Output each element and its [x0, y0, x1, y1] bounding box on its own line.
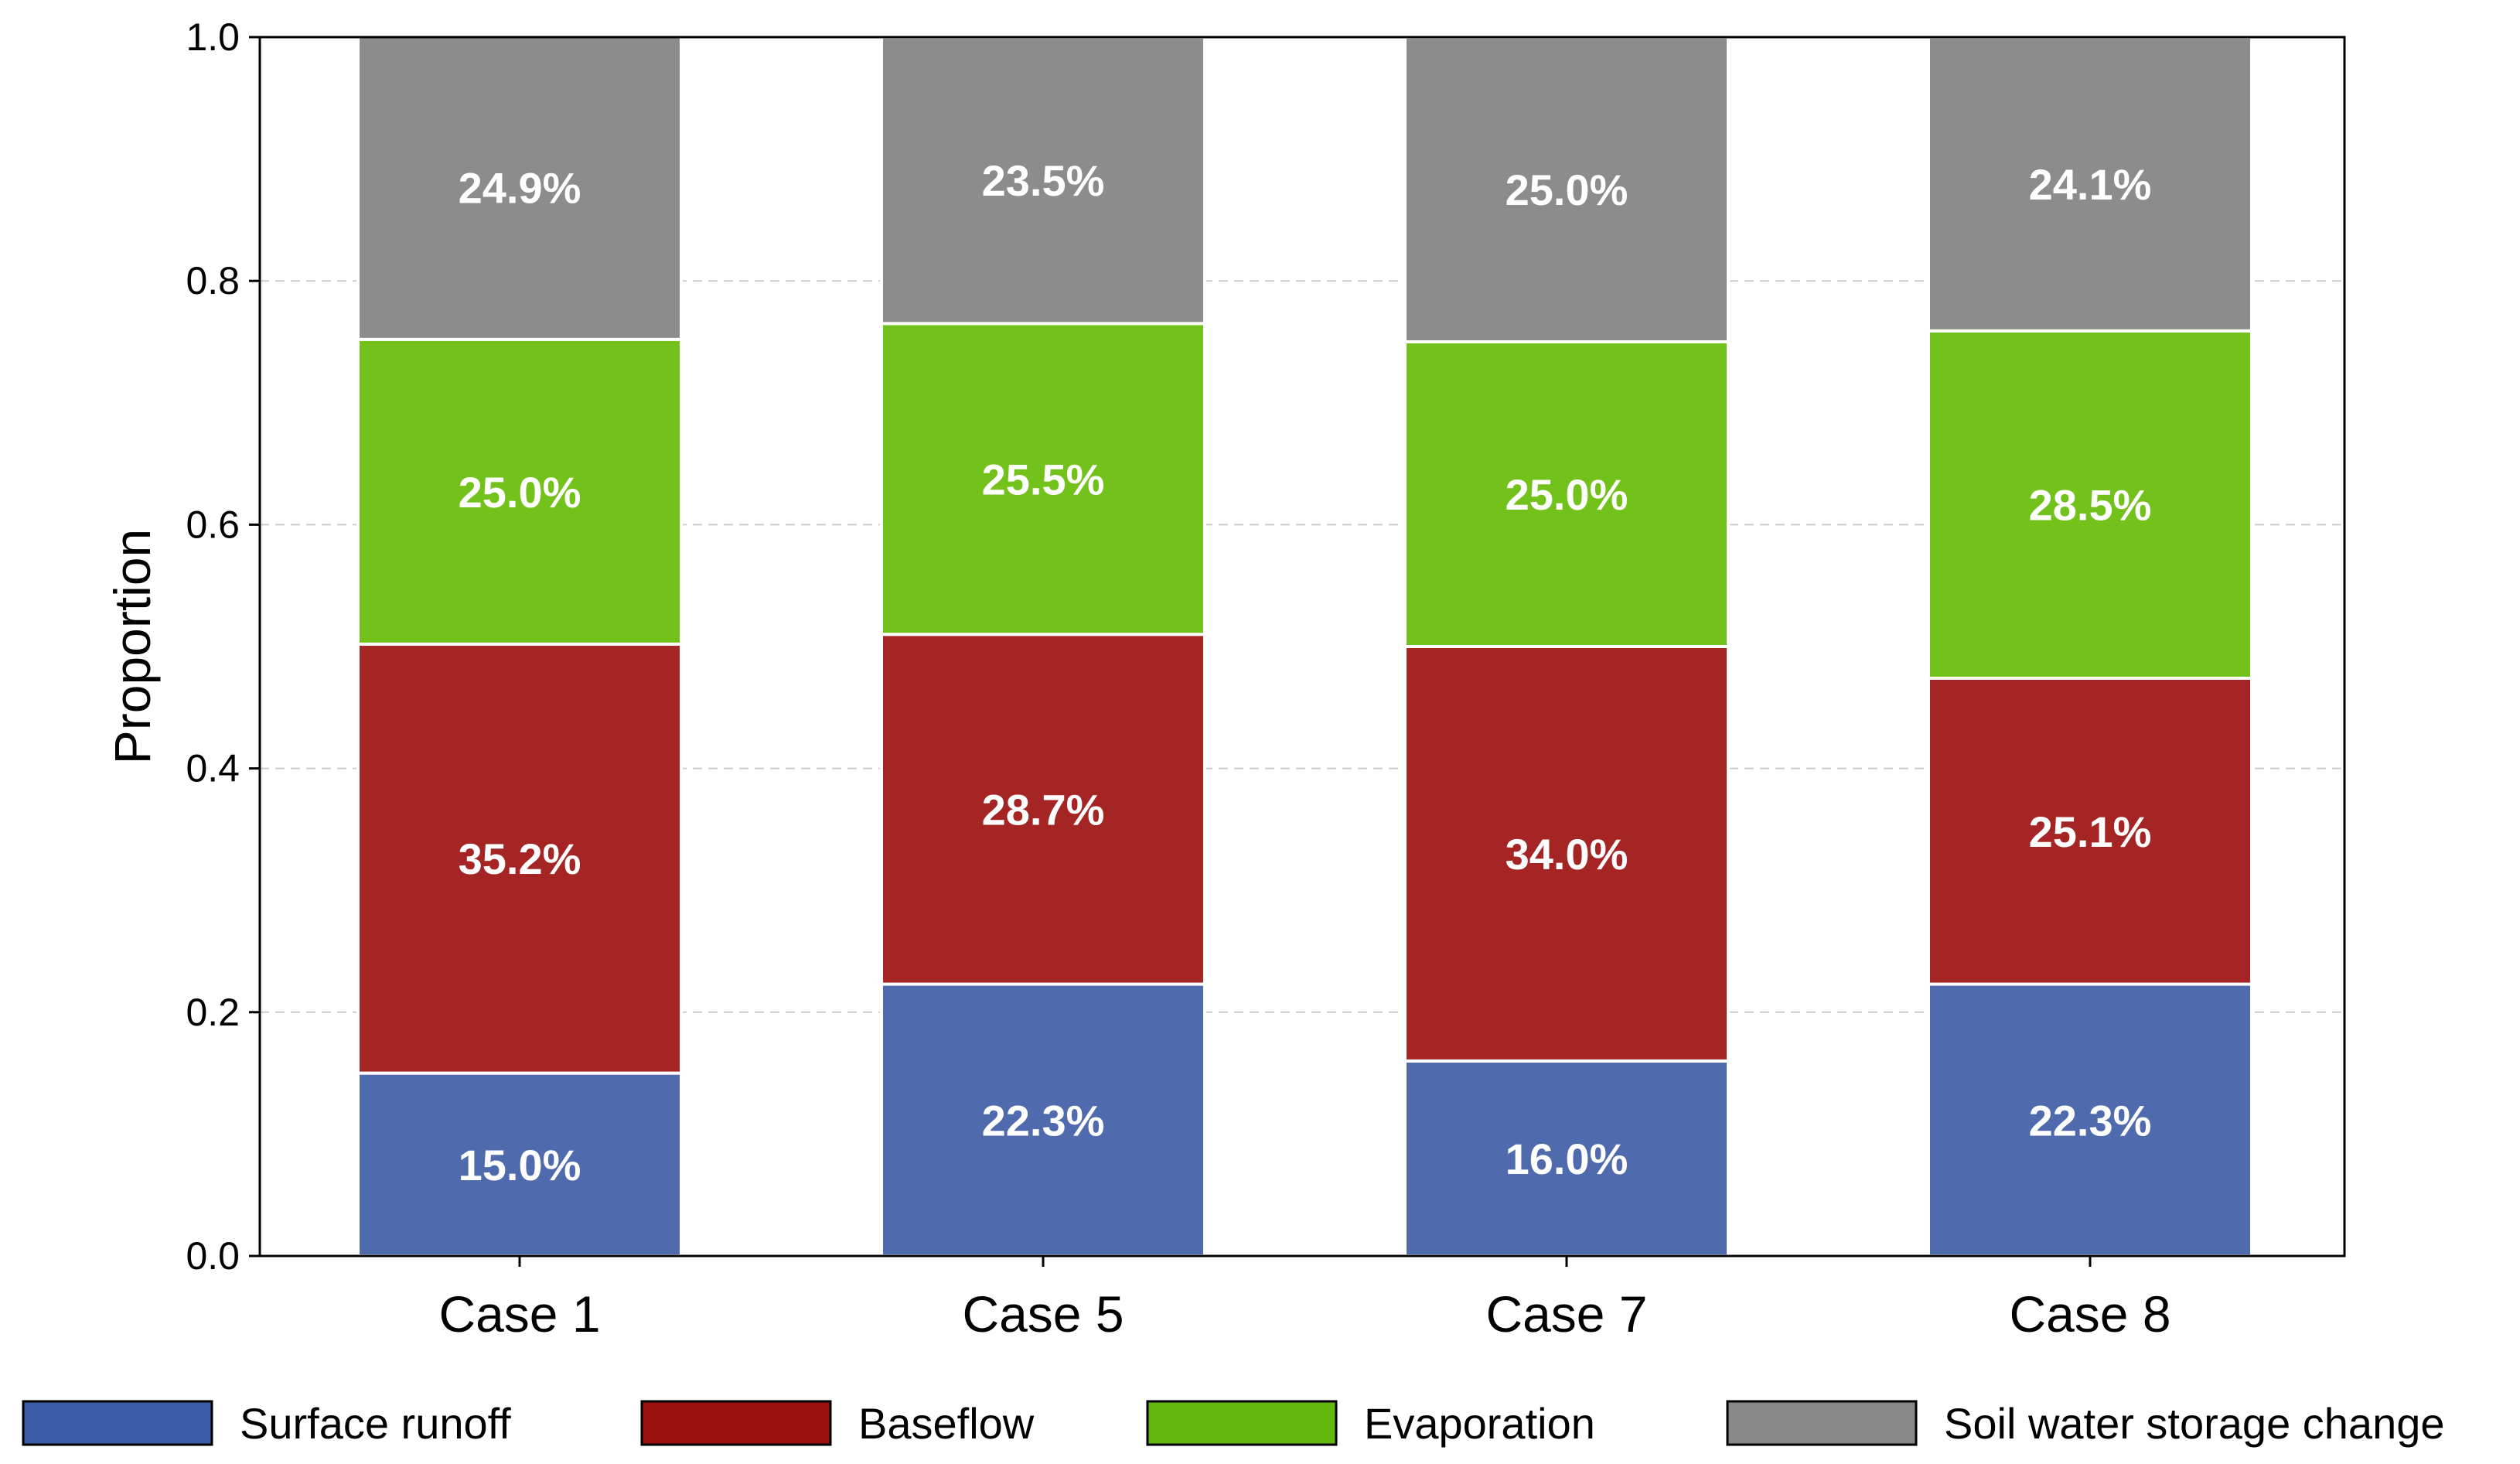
data-label: 25.0%	[1506, 470, 1628, 519]
data-label: 25.1%	[2029, 807, 2152, 856]
y-tick-label: 0.4	[186, 747, 240, 790]
data-label: 24.9%	[459, 164, 581, 213]
bars: 15.0% 35.2% 25.0% 24.9% 22.3% 28.7% 25.5% 23.5%…	[356, 34, 2253, 1258]
data-label: 15.0%	[459, 1141, 581, 1189]
bar-segment	[880, 36, 1206, 326]
bar-segment	[1403, 1059, 1730, 1258]
bar-segment	[1927, 36, 2253, 333]
bar-segment	[356, 1071, 683, 1258]
legend-swatch	[1146, 1400, 1338, 1446]
bar-segment	[356, 337, 683, 646]
data-label: 35.2%	[459, 834, 581, 883]
y-tick-label: 0.0	[186, 1234, 240, 1278]
data-label: 28.5%	[2029, 480, 2152, 529]
bar-segment	[356, 34, 683, 341]
x-tick-label: Case 8	[2009, 1285, 2170, 1343]
bar-segment	[1927, 676, 2253, 986]
legend-label: Surface runoff	[240, 1399, 511, 1448]
y-axis-title: Proportion	[104, 529, 161, 765]
bar-segment	[880, 982, 1206, 1258]
x-axis: Case 1 Case 5 Case 7 Case 8	[438, 1256, 2171, 1343]
bar-segment	[1403, 36, 1730, 343]
data-label: 24.1%	[2029, 160, 2152, 209]
y-axis: 0.0 0.2 0.4 0.6 0.8 1.0	[186, 15, 260, 1278]
data-label: 23.5%	[982, 156, 1105, 205]
bar-segment	[1927, 329, 2253, 680]
data-label: 25.0%	[1506, 166, 1628, 214]
bar-segment	[1403, 340, 1730, 648]
data-label: 25.5%	[982, 455, 1105, 503]
legend-swatch	[22, 1400, 213, 1446]
y-tick-label: 0.6	[186, 503, 240, 546]
legend: Surface runoff Baseflow Evaporation Soil wa…	[22, 1399, 2445, 1448]
x-tick-label: Case 5	[962, 1285, 1124, 1343]
legend-label: Evaporation	[1364, 1399, 1595, 1448]
x-tick-label: Case 1	[438, 1285, 600, 1343]
x-tick-label: Case 7	[1485, 1285, 1647, 1343]
bar-segment	[880, 322, 1206, 636]
data-label: 16.0%	[1506, 1135, 1628, 1183]
legend-swatch	[1726, 1400, 1918, 1446]
legend-swatch	[640, 1400, 832, 1446]
legend-label: Soil water storage change	[1944, 1399, 2445, 1448]
y-tick-label: 0.2	[186, 991, 240, 1034]
plot-frame	[258, 36, 2346, 1258]
data-label: 22.3%	[2029, 1096, 2152, 1145]
data-label: 22.3%	[982, 1096, 1105, 1145]
y-tick-label: 0.8	[186, 259, 240, 302]
bar-segment	[880, 633, 1206, 986]
bar-segment	[356, 642, 683, 1075]
data-label: 25.0%	[459, 468, 581, 517]
data-label: 34.0%	[1506, 830, 1628, 879]
y-tick-label: 1.0	[186, 15, 240, 59]
data-label: 28.7%	[982, 785, 1105, 834]
legend-label: Baseflow	[858, 1399, 1035, 1448]
